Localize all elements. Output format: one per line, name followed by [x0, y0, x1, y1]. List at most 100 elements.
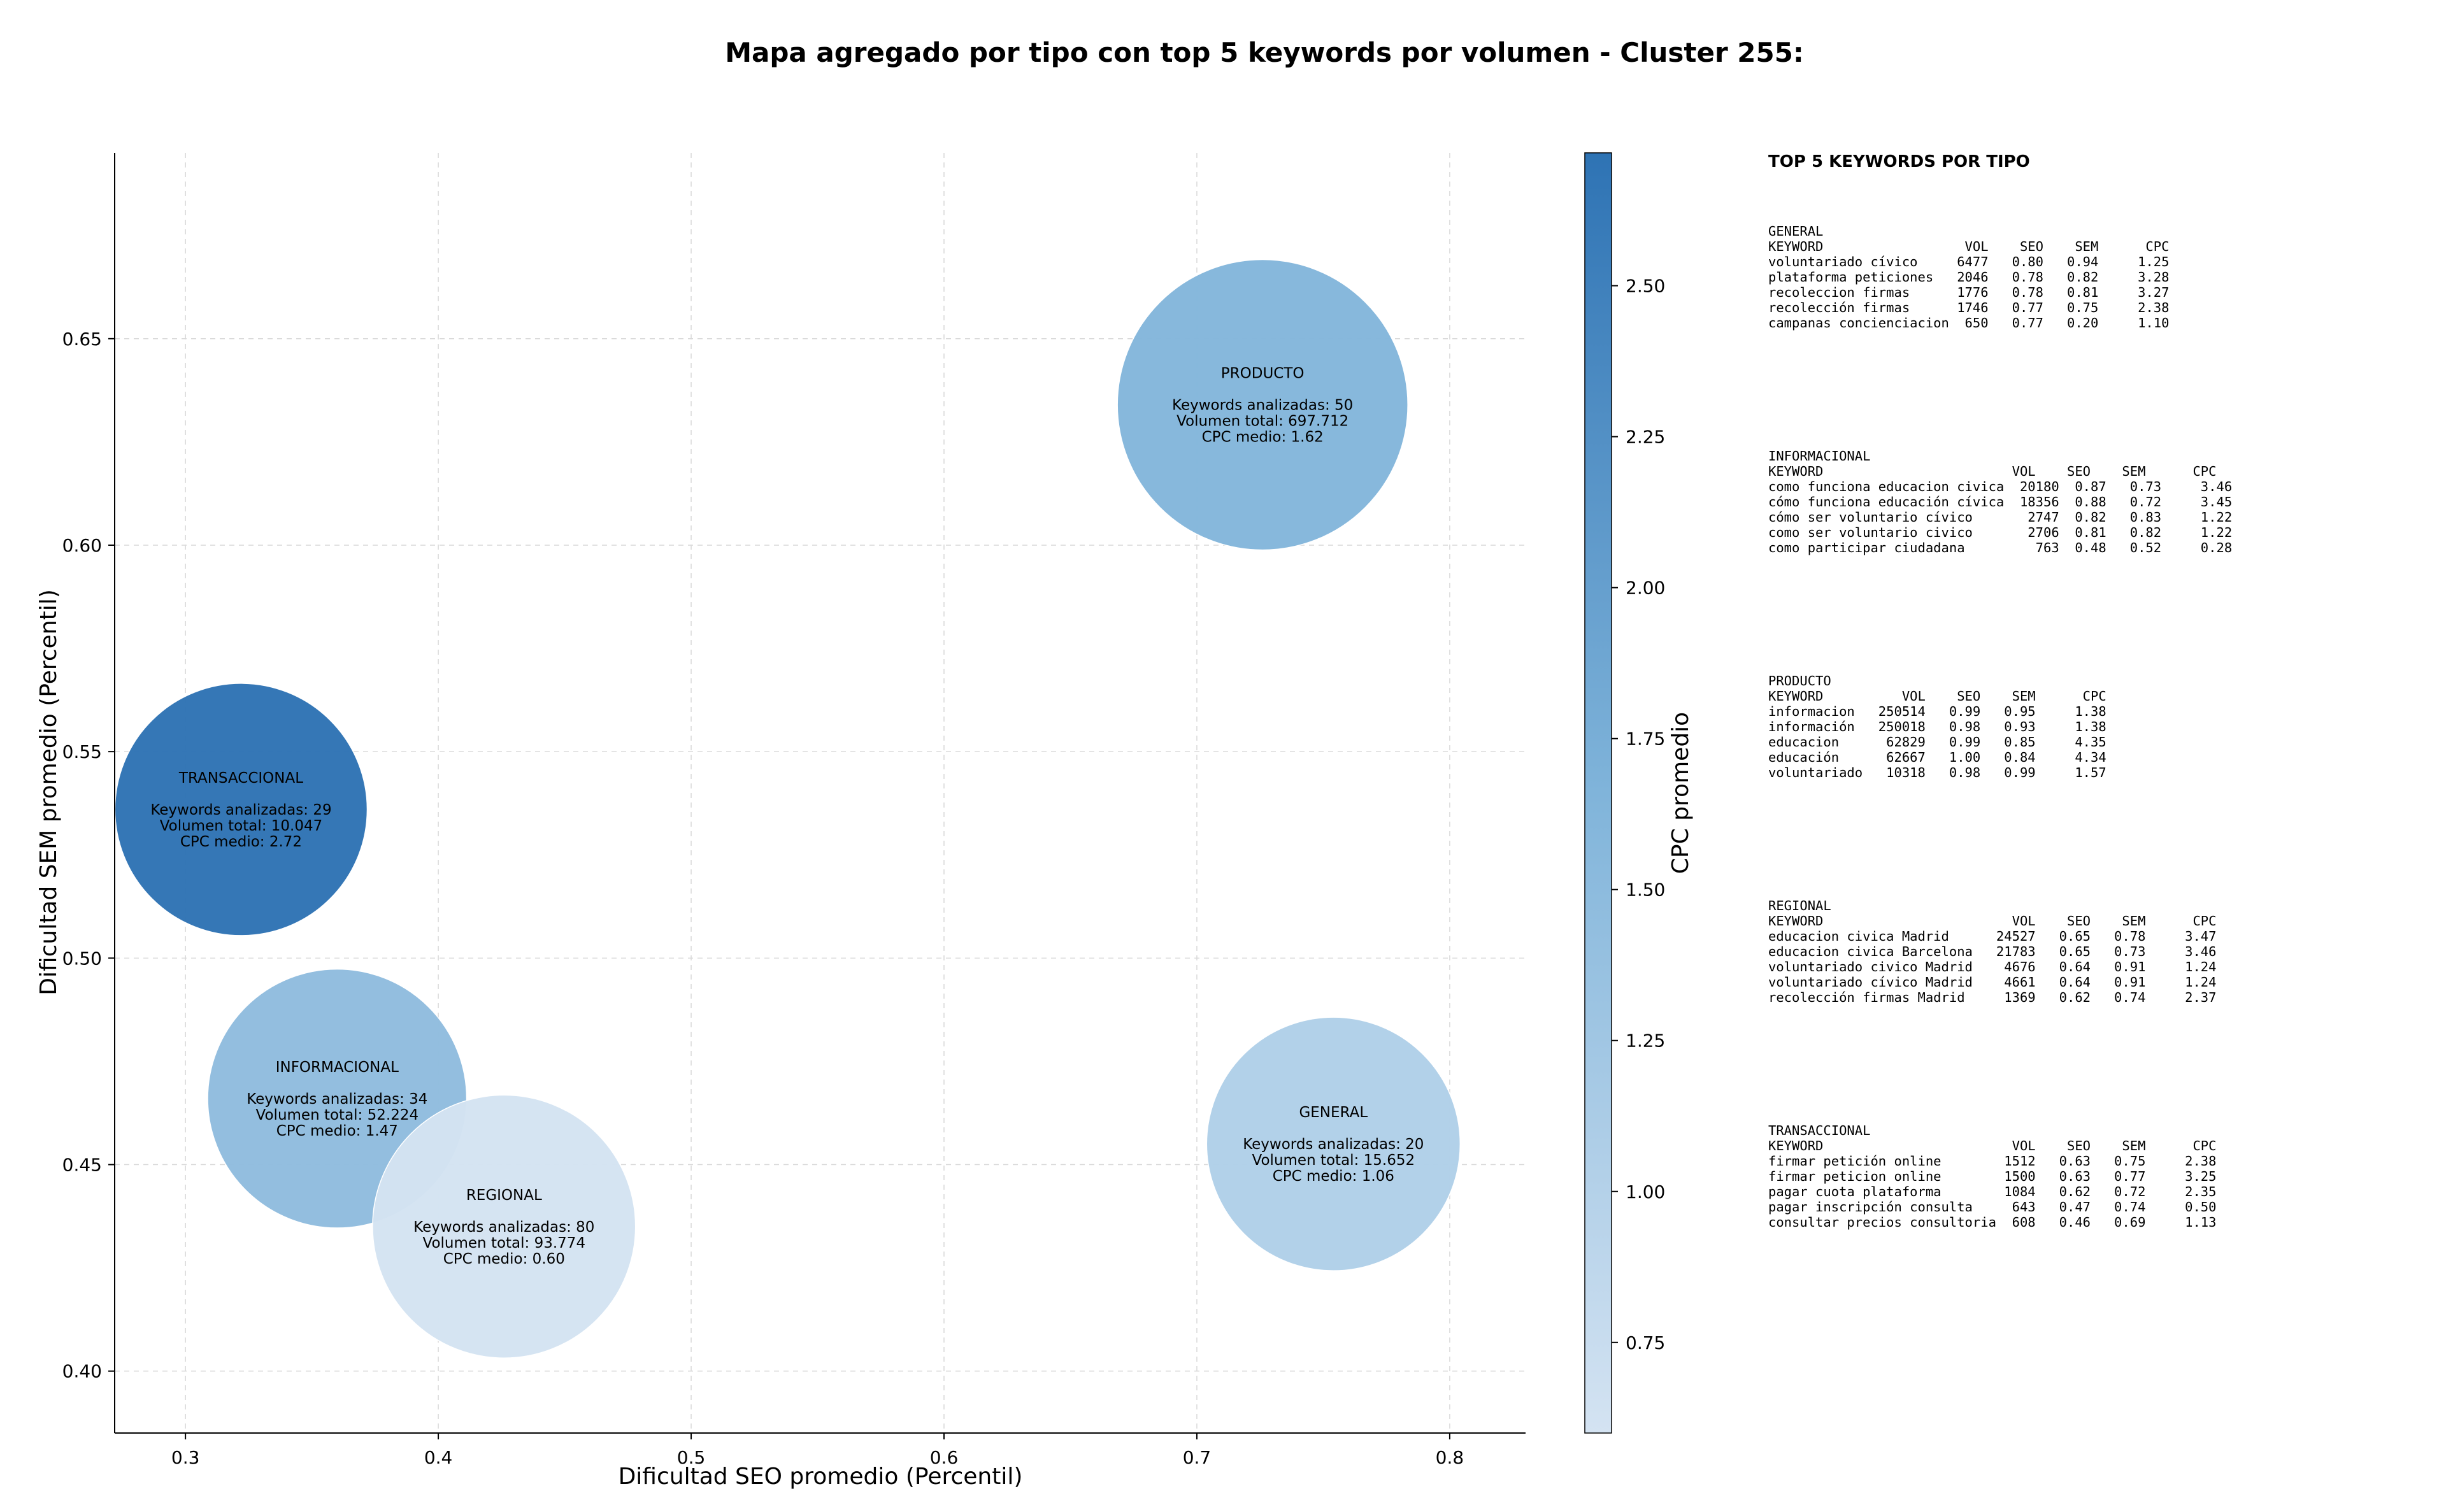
keyword-table-line: cómo ser voluntario cívico 2747 0.82 0.8…: [1768, 510, 2232, 525]
x-tick-label: 0.8: [1436, 1447, 1464, 1468]
keyword-table-line: consultar precios consultoria 608 0.46 0…: [1768, 1215, 2217, 1230]
keyword-table-line: información 250018 0.98 0.93 1.38: [1768, 719, 2106, 734]
keyword-table-line: GENERAL: [1768, 224, 1823, 239]
bubble-label: Volumen total: 10.047: [160, 818, 323, 834]
keyword-table-line: KEYWORD VOL SEO SEM CPC: [1768, 1138, 2217, 1153]
keyword-table-line: REGIONAL: [1768, 898, 1831, 913]
keyword-table-line: recolección firmas 1746 0.77 0.75 2.38: [1768, 300, 2169, 315]
bubble-circle: [1117, 259, 1408, 551]
chart-title: Mapa agregado por tipo con top 5 keyword…: [725, 37, 1804, 68]
bubble-label: CPC medio: 1.47: [276, 1123, 398, 1139]
keyword-table-line: educación 62667 1.00 0.84 4.34: [1768, 750, 2106, 765]
x-axis-label: Dificultad SEO promedio (Percentil): [619, 1464, 1023, 1490]
y-tick-label: 0.40: [62, 1361, 102, 1382]
colorbar-tick-label: 1.75: [1626, 729, 1665, 750]
colorbar-gradient: [1584, 152, 1612, 1434]
keyword-table-line: firmar peticion online 1500 0.63 0.77 3.…: [1768, 1169, 2217, 1184]
x-tick-label: 0.5: [677, 1447, 706, 1468]
keyword-table-line: informacion 250514 0.99 0.95 1.38: [1768, 704, 2106, 719]
bubble-label: Keywords analizadas: 20: [1243, 1136, 1424, 1153]
x-tick-label: 0.4: [424, 1447, 453, 1468]
colorbar-tick-label: 1.50: [1626, 880, 1665, 901]
colorbar-tick-label: 1.00: [1626, 1181, 1665, 1202]
keyword-table-line: recoleccion firmas 1776 0.78 0.81 3.27: [1768, 285, 2169, 300]
keyword-table-line: pagar cuota plataforma 1084 0.62 0.72 2.…: [1768, 1184, 2217, 1199]
bubble-transaccional: TRANSACCIONAL Keywords analizadas: 29Volu…: [114, 683, 368, 936]
keyword-table-line: voluntariado cívico Madrid 4661 0.64 0.9…: [1768, 974, 2217, 990]
y-axis-label: Dificultad SEM promedio (Percentil): [36, 589, 62, 995]
keyword-table-line: KEYWORD VOL SEO SEM CPC: [1768, 239, 2169, 254]
bubble-label: INFORMACIONAL: [276, 1059, 399, 1076]
keyword-table-line: PRODUCTO: [1768, 673, 1831, 688]
bubble-circle: [372, 1094, 636, 1359]
colorbar-tick-label: 2.00: [1626, 578, 1665, 599]
bubble-label: CPC medio: 0.60: [443, 1251, 565, 1267]
keyword-table-line: cómo funciona educación cívica 18356 0.8…: [1768, 494, 2232, 510]
colorbar-ticks: 0.75 1.00 1.25 1.50 1.75 2.00 2.25 2.50: [1612, 276, 1665, 1353]
colorbar-tick-label: 2.50: [1626, 276, 1665, 297]
x-tick-label: 0.6: [930, 1447, 959, 1468]
colorbar-tick-label: 0.75: [1626, 1332, 1665, 1353]
bubble-circle: [1206, 1016, 1461, 1271]
bubble-label: CPC medio: 1.62: [1202, 429, 1324, 446]
x-tick-label: 0.7: [1183, 1447, 1212, 1468]
keyword-table-line: pagar inscripción consulta 643 0.47 0.74…: [1768, 1199, 2217, 1215]
y-tick-label: 0.50: [62, 948, 102, 969]
bubble-label: Keywords analizadas: 34: [247, 1091, 427, 1108]
bubble-label: REGIONAL: [466, 1187, 542, 1204]
keyword-table-line: educacion civica Madrid 24527 0.65 0.78 …: [1768, 929, 2217, 944]
keyword-table-line: voluntariado 10318 0.98 0.99 1.57: [1768, 765, 2106, 780]
bubble-label: Volumen total: 697.712: [1177, 413, 1348, 430]
keyword-table-line: KEYWORD VOL SEO SEM CPC: [1768, 464, 2217, 479]
colorbar: 0.75 1.00 1.25 1.50 1.75 2.00 2.25 2.50 CPC pro…: [1584, 152, 1694, 1434]
top-keywords-heading: TOP 5 KEYWORDS POR TIPO: [1768, 152, 2030, 171]
keyword-table-line: campanas concienciacion 650 0.77 0.20 1.…: [1768, 315, 2169, 331]
keyword-table-line: recolección firmas Madrid 1369 0.62 0.74…: [1768, 990, 2217, 1005]
bubble-label: GENERAL: [1299, 1104, 1368, 1121]
keyword-table-line: KEYWORD VOL SEO SEM CPC: [1768, 913, 2217, 929]
y-tick-label: 0.65: [62, 329, 102, 350]
bubble-label: Volumen total: 15.652: [1252, 1152, 1415, 1169]
keyword-table-line: como funciona educacion civica 20180 0.8…: [1768, 479, 2232, 494]
keyword-table-line: voluntariado cívico 6477 0.80 0.94 1.25: [1768, 254, 2169, 269]
bubble-label: Volumen total: 52.224: [256, 1107, 419, 1123]
y-tick-label: 0.55: [62, 741, 102, 762]
bubble-label: PRODUCTO: [1221, 366, 1305, 382]
bubble-label: Keywords analizadas: 80: [413, 1219, 594, 1236]
x-tick-label: 0.3: [171, 1447, 200, 1468]
keyword-table-line: educacion civica Barcelona 21783 0.65 0.…: [1768, 944, 2217, 959]
bubble-label: Keywords analizadas: 50: [1172, 397, 1353, 414]
bubble-label: Volumen total: 93.774: [423, 1235, 586, 1252]
keyword-table-line: como participar ciudadana 763 0.48 0.52 …: [1768, 540, 2232, 555]
keyword-table-line: KEYWORD VOL SEO SEM CPC: [1768, 688, 2106, 704]
colorbar-tick-label: 2.25: [1626, 427, 1665, 448]
bubble-label: TRANSACCIONAL: [178, 770, 303, 787]
bubble-label: CPC medio: 1.06: [1273, 1168, 1394, 1185]
keyword-table-line: INFORMACIONAL: [1768, 448, 1870, 464]
axes: 0.3 0.4 0.5 0.6 0.7 0.8 0.40 0.45 0.50 0.55 0.60 0.…: [62, 153, 1526, 1468]
keyword-table-line: plataforma peticiones 2046 0.78 0.82 3.2…: [1768, 269, 2169, 285]
keyword-table-line: voluntariado civico Madrid 4676 0.64 0.9…: [1768, 959, 2217, 974]
keyword-table-line: como ser voluntario civico 2706 0.81 0.8…: [1768, 525, 2232, 540]
y-tick-label: 0.60: [62, 535, 102, 556]
keyword-table-line: TRANSACCIONAL: [1768, 1123, 1870, 1138]
bubble-label: Keywords analizadas: 29: [150, 802, 331, 818]
bubble-label: CPC medio: 2.72: [180, 834, 302, 850]
colorbar-label: CPC promedio: [1668, 712, 1694, 874]
keyword-table-line: educacion 62829 0.99 0.85 4.35: [1768, 734, 2106, 750]
keyword-table-line: firmar petición online 1512 0.63 0.75 2.…: [1768, 1153, 2217, 1169]
y-tick-label: 0.45: [62, 1155, 102, 1176]
